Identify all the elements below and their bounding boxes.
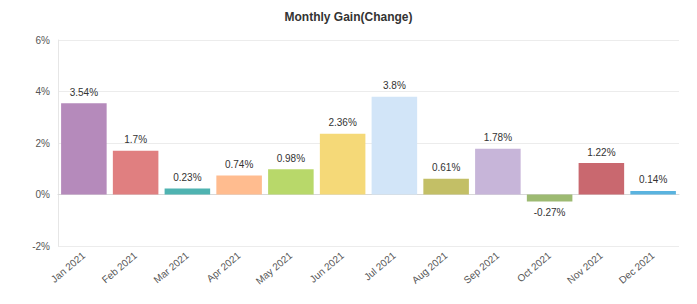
- svg-text:0.98%: 0.98%: [277, 153, 305, 164]
- svg-text:Nov 2021: Nov 2021: [565, 250, 605, 286]
- svg-text:4%: 4%: [36, 86, 51, 97]
- svg-text:1.78%: 1.78%: [484, 132, 512, 143]
- svg-text:6%: 6%: [36, 35, 51, 46]
- svg-text:0.23%: 0.23%: [173, 172, 201, 183]
- svg-text:2%: 2%: [36, 138, 51, 149]
- svg-text:Jul 2021: Jul 2021: [362, 250, 398, 283]
- svg-text:3.54%: 3.54%: [70, 87, 98, 98]
- svg-text:May 2021: May 2021: [254, 250, 295, 287]
- svg-text:-0.27%: -0.27%: [534, 207, 566, 218]
- svg-text:Jun 2021: Jun 2021: [308, 250, 347, 285]
- svg-text:Monthly Gain(Change): Monthly Gain(Change): [285, 10, 413, 24]
- svg-text:0.14%: 0.14%: [639, 174, 667, 185]
- svg-text:Feb 2021: Feb 2021: [100, 250, 140, 286]
- svg-text:2.36%: 2.36%: [328, 117, 356, 128]
- svg-text:1.22%: 1.22%: [587, 147, 615, 158]
- svg-text:0%: 0%: [36, 189, 51, 200]
- svg-text:Sep 2021: Sep 2021: [462, 250, 502, 286]
- svg-text:0.74%: 0.74%: [225, 159, 253, 170]
- svg-text:0.61%: 0.61%: [432, 162, 460, 173]
- svg-text:Aug 2021: Aug 2021: [410, 250, 450, 286]
- svg-text:Oct 2021: Oct 2021: [515, 250, 553, 285]
- svg-text:Mar 2021: Mar 2021: [151, 250, 191, 286]
- svg-text:1.7%: 1.7%: [124, 134, 147, 145]
- svg-text:Jan 2021: Jan 2021: [49, 250, 88, 285]
- svg-text:Dec 2021: Dec 2021: [617, 250, 657, 286]
- svg-text:Apr 2021: Apr 2021: [204, 250, 242, 285]
- svg-text:3.8%: 3.8%: [383, 80, 406, 91]
- svg-text:-2%: -2%: [32, 241, 50, 252]
